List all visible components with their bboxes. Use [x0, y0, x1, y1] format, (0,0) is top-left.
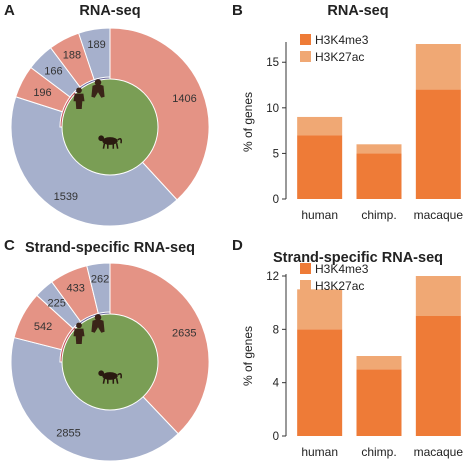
- human-head: [76, 87, 82, 94]
- panel-letter-d: D: [232, 237, 243, 254]
- y-tick-label: 4: [273, 378, 280, 390]
- x-tick-label: human: [301, 445, 338, 459]
- y-axis-label: % of genes: [241, 326, 255, 386]
- monkey-limbs: [102, 138, 122, 149]
- legend-swatch: [300, 34, 311, 45]
- chimp-head: [94, 314, 102, 321]
- legend-label: H3K4me3: [315, 33, 369, 47]
- y-tick-label: 12: [266, 271, 279, 283]
- bar-segment: [356, 144, 402, 154]
- x-tick-label: human: [301, 208, 338, 222]
- pie-slice-label: 2635: [172, 327, 196, 339]
- panel-letter-a: A: [4, 2, 15, 19]
- y-tick-label: 0: [273, 431, 279, 443]
- bar-segment: [297, 329, 343, 436]
- y-tick-label: 10: [266, 103, 279, 115]
- bar-segment: [356, 369, 402, 436]
- pie-title: Strand-specific RNA-seq: [25, 240, 195, 256]
- legend-label: H3K27ac: [315, 279, 364, 293]
- x-tick-label: chimp.: [361, 445, 396, 459]
- x-tick-label: chimp.: [361, 208, 396, 222]
- pie-slice-label: 2855: [56, 428, 80, 440]
- bar-segment: [356, 356, 402, 370]
- x-tick-label: macaque: [414, 208, 464, 222]
- human-silhouette-icon: [73, 87, 85, 109]
- monkey-body: [102, 372, 118, 380]
- pie-slice-label: 1539: [54, 191, 78, 203]
- chimp-body: [91, 319, 105, 333]
- monkey-head: [98, 370, 105, 377]
- monkey-silhouette-icon: [98, 135, 122, 149]
- monkey-silhouette-icon: [98, 370, 122, 384]
- pie-slice: [109, 262, 210, 435]
- y-tick-label: 8: [273, 324, 279, 336]
- pie-slice-label: 188: [63, 49, 81, 61]
- legend-swatch: [300, 280, 311, 291]
- pie-slice: [109, 27, 210, 201]
- y-axis-label: % of genes: [241, 92, 255, 152]
- chimp-head: [94, 79, 102, 86]
- monkey-body: [102, 137, 118, 145]
- monkey-limbs: [102, 373, 122, 384]
- inner-macaque-circle: [61, 313, 159, 411]
- pie-slice-label: 196: [33, 87, 51, 99]
- chimp-silhouette-icon: [91, 79, 105, 98]
- bar-segment: [297, 135, 343, 199]
- bar-segment: [356, 153, 402, 199]
- chimp-body: [91, 84, 105, 98]
- pie-slice-label: 433: [66, 283, 84, 295]
- pie-slice-label: 1406: [172, 93, 196, 105]
- pie-slice-label: 542: [34, 321, 52, 333]
- bar-segment: [415, 44, 461, 90]
- human-silhouette-icon: [73, 322, 85, 344]
- legend-label: H3K27ac: [315, 50, 364, 64]
- y-tick-label: 0: [273, 194, 279, 206]
- y-tick-label: 15: [266, 57, 279, 69]
- legend-label: H3K4me3: [315, 262, 369, 276]
- bar-segment: [297, 116, 343, 136]
- pie-slice-label: 189: [87, 39, 105, 51]
- panel-letter-c: C: [4, 237, 15, 254]
- y-tick-label: 5: [273, 148, 279, 160]
- human-head: [76, 322, 82, 329]
- pie-slice-label: 166: [44, 65, 62, 77]
- legend-swatch: [300, 51, 311, 62]
- bar-segment: [415, 276, 461, 316]
- bar-segment: [297, 289, 343, 330]
- x-tick-label: macaque: [414, 445, 464, 459]
- inner-macaque-circle: [61, 78, 159, 176]
- legend-swatch: [300, 263, 311, 274]
- human-body: [73, 93, 85, 109]
- bar-chart-title: RNA-seq: [327, 3, 388, 19]
- human-body: [73, 328, 85, 344]
- pie-title: RNA-seq: [79, 3, 140, 19]
- bar-segment: [415, 316, 461, 436]
- pie-slice-label: 225: [47, 297, 65, 309]
- pie-slice-label: 262: [91, 274, 109, 286]
- monkey-head: [98, 135, 105, 142]
- chimp-silhouette-icon: [91, 314, 105, 333]
- bar-segment: [415, 89, 461, 199]
- panel-letter-b: B: [232, 2, 243, 19]
- bar-chart-title: Strand-specific RNA-seq: [273, 250, 443, 266]
